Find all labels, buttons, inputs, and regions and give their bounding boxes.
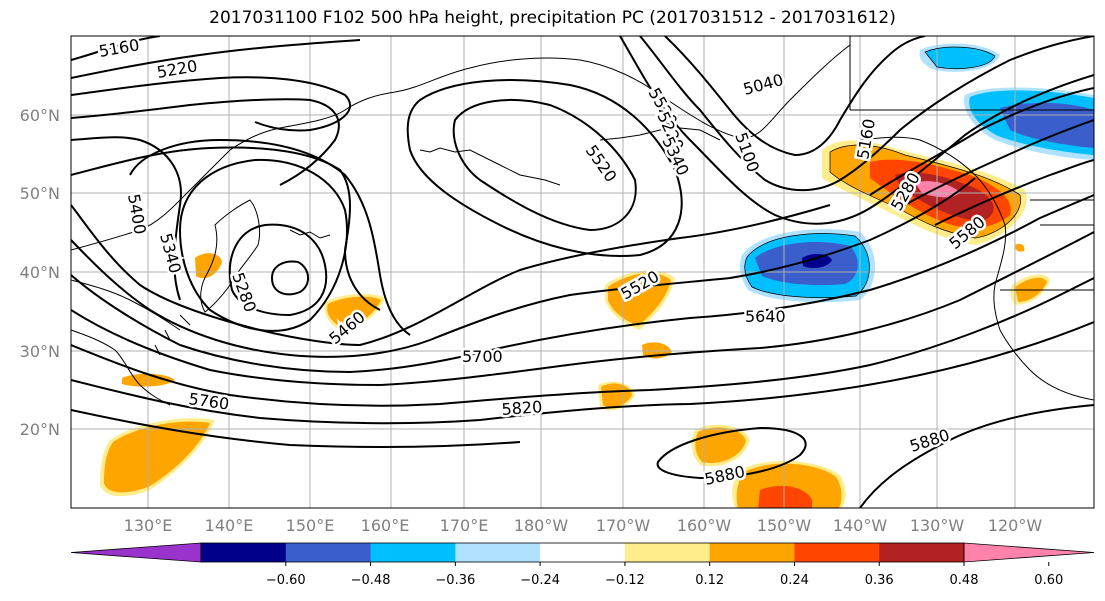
latitude-labels: 60°N 50°N 40°N 30°N 20°N xyxy=(20,106,60,439)
colorbar-label: −0.12 xyxy=(605,573,645,588)
lat-label-20: 20°N xyxy=(20,420,60,439)
precip-outlines xyxy=(744,46,1021,299)
longitude-labels: 130°E 140°E 150°E 160°E 170°E 180°W 170°… xyxy=(124,516,1043,535)
colorbar-label: −0.60 xyxy=(266,573,306,588)
lon-label-130e: 130°E xyxy=(124,516,173,535)
lat-label-60: 60°N xyxy=(20,106,60,125)
colorbar-label: 0.60 xyxy=(1034,573,1063,588)
lon-label-180w: 180°W xyxy=(514,516,569,535)
colorbar: −0.60 −0.48 −0.36 −0.24 −0.12 0.12 0.24 0.36 0.4… xyxy=(70,542,1095,588)
lat-label-30: 30°N xyxy=(20,342,60,361)
lon-label-140w: 140°W xyxy=(833,516,888,535)
colorbar-swatch xyxy=(285,543,372,562)
lon-label-130w: 130°W xyxy=(910,516,965,535)
height-contours xyxy=(71,36,1094,508)
contour-label-5640: 5640 xyxy=(745,307,786,326)
lon-label-160e: 160°E xyxy=(361,516,410,535)
colorbar-swatch xyxy=(879,543,965,562)
colorbar-frame xyxy=(200,542,965,563)
colorbar-label: 0.36 xyxy=(865,573,894,588)
colorbar-label: 0.24 xyxy=(780,573,809,588)
map-frame xyxy=(70,35,1095,509)
colorbar-label: −0.36 xyxy=(435,573,475,588)
contour-label-5700: 5700 xyxy=(462,347,503,366)
colorbar-label: −0.24 xyxy=(520,573,560,588)
map-gridlines xyxy=(71,36,1094,508)
colorbar-extend-low xyxy=(70,542,202,563)
lon-label-150w: 150°W xyxy=(757,516,812,535)
colorbar-swatch xyxy=(455,543,541,562)
colorbar-swatch xyxy=(709,543,795,562)
lon-label-160w: 160°W xyxy=(677,516,732,535)
colorbar-swatch xyxy=(540,543,626,562)
colorbar-extend-high xyxy=(963,542,1095,563)
colorbar-swatch xyxy=(370,543,456,562)
lon-label-120w: 120°W xyxy=(988,516,1043,535)
lon-label-140e: 140°E xyxy=(205,516,254,535)
colorbar-label: 0.48 xyxy=(950,573,979,588)
map-title: 2017031100 F102 500 hPa height, precipit… xyxy=(209,8,896,28)
colorbar-label: 0.12 xyxy=(695,573,724,588)
precip-anomaly-shading xyxy=(100,43,1094,508)
lat-label-40: 40°N xyxy=(20,263,60,282)
lat-label-50: 50°N xyxy=(20,184,60,203)
colorbar-label: −0.48 xyxy=(351,573,391,588)
lon-label-170w: 170°W xyxy=(596,516,651,535)
colorbar-swatch xyxy=(201,543,287,562)
colorbar-swatch xyxy=(624,543,711,562)
contour-label-5820: 5820 xyxy=(501,397,543,419)
colorbar-swatch xyxy=(794,543,880,562)
lon-label-170e: 170°E xyxy=(440,516,489,535)
lon-label-150e: 150°E xyxy=(286,516,335,535)
